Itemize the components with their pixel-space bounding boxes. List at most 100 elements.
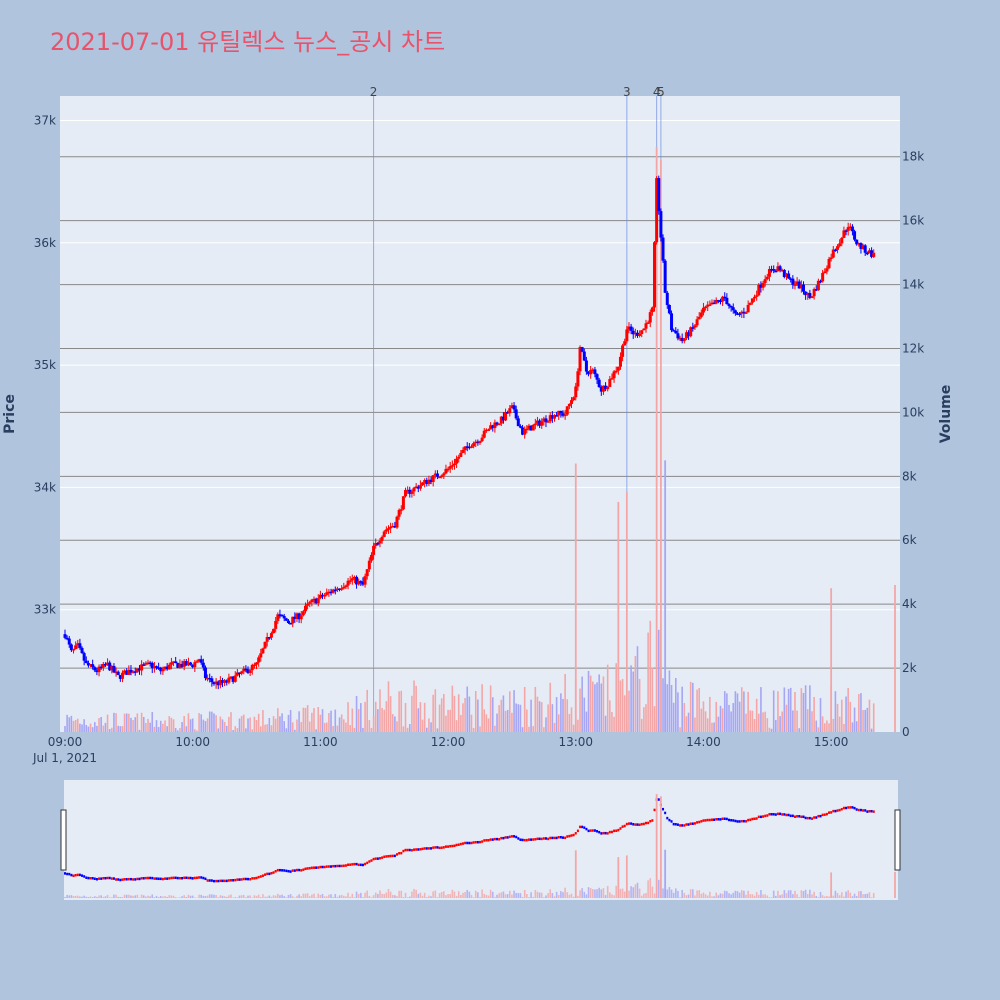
volume-bar xyxy=(104,722,107,732)
preview-candle xyxy=(342,864,345,868)
preview-volume-bar xyxy=(279,895,281,898)
preview-candle xyxy=(591,829,594,832)
preview-volume-bar xyxy=(353,897,356,898)
preview-candle xyxy=(564,836,567,840)
volume-bar xyxy=(466,686,469,732)
preview-candle xyxy=(566,835,569,838)
volume-bar xyxy=(319,714,322,732)
preview-volume-bar xyxy=(166,896,168,898)
preview-candle xyxy=(776,812,779,816)
preview-volume-bar xyxy=(464,891,466,898)
volume-bar xyxy=(623,695,626,732)
preview-volume-bar xyxy=(709,891,711,898)
preview-candle xyxy=(191,877,194,880)
range-slider-right-handle[interactable] xyxy=(894,809,901,871)
preview-volume-spike xyxy=(659,796,662,898)
preview-volume-bar xyxy=(553,896,556,898)
preview-volume-bar xyxy=(817,897,820,898)
preview-candle xyxy=(619,827,622,830)
preview-volume-bar xyxy=(755,892,758,898)
candle-body xyxy=(408,489,412,494)
volume-bar xyxy=(413,680,415,732)
candle-body xyxy=(738,313,742,315)
candle-body xyxy=(174,661,178,664)
preview-candle xyxy=(253,877,256,880)
range-slider-left-handle[interactable] xyxy=(60,809,67,871)
preview-volume-bar xyxy=(457,891,460,898)
preview-volume-bar xyxy=(651,886,654,898)
preview-candle xyxy=(574,832,577,835)
preview-candle xyxy=(666,816,669,820)
candle-body xyxy=(663,260,667,293)
candle-body xyxy=(678,337,682,340)
candle-body xyxy=(710,302,714,305)
candle-body xyxy=(765,276,769,280)
preview-volume-bar xyxy=(798,897,801,898)
candle-body xyxy=(142,664,146,666)
preview-candle xyxy=(313,866,315,869)
volume-bar xyxy=(366,689,369,732)
volume-bar xyxy=(726,693,728,732)
candle-body xyxy=(684,332,688,339)
preview-candle xyxy=(98,877,101,880)
candle-body xyxy=(295,613,299,619)
candle-body xyxy=(565,406,569,415)
volume-bar xyxy=(606,664,609,732)
preview-volume-bar xyxy=(306,893,309,898)
preview-candle xyxy=(268,872,271,876)
candle-body xyxy=(442,473,446,476)
preview-volume-bar xyxy=(308,896,311,898)
preview-volume-bar xyxy=(91,897,94,898)
volume-bar xyxy=(802,692,805,732)
candle-body xyxy=(393,526,397,528)
preview-candle xyxy=(104,876,107,880)
volume-bar xyxy=(406,727,409,732)
volume-bar xyxy=(347,702,349,732)
candle-body xyxy=(797,281,801,289)
preview-volume-bar xyxy=(583,891,586,898)
preview-volume-bar xyxy=(540,892,543,898)
volume-bar xyxy=(630,665,632,732)
candle-body xyxy=(836,246,840,250)
preview-candle xyxy=(787,813,790,817)
preview-volume-bar xyxy=(489,889,492,898)
candle-body xyxy=(819,280,823,283)
preview-volume-bar xyxy=(313,893,315,898)
preview-candle xyxy=(391,854,394,858)
volume-bar xyxy=(398,691,400,732)
volume-tick-label: 18k xyxy=(902,150,924,164)
preview-volume-bar xyxy=(783,890,786,898)
volume-spike-bar xyxy=(830,588,833,732)
range-slider-bg[interactable] xyxy=(64,780,898,900)
candle-body xyxy=(129,669,133,673)
volume-bar xyxy=(470,714,473,732)
volume-bar xyxy=(619,680,622,732)
preview-volume-bar xyxy=(668,887,671,898)
volume-bar xyxy=(515,703,517,732)
price-tick-label: 37k xyxy=(34,113,56,127)
volume-bar xyxy=(187,713,190,732)
volume-bar xyxy=(562,698,564,732)
preview-candle xyxy=(634,823,637,826)
volume-bar xyxy=(753,718,756,732)
preview-volume-bar xyxy=(862,894,864,898)
preview-volume-bar xyxy=(549,889,552,898)
preview-candle xyxy=(596,830,599,833)
preview-candle xyxy=(772,813,775,816)
preview-candle xyxy=(168,877,171,880)
preview-candle xyxy=(351,863,354,866)
volume-bar xyxy=(300,722,303,732)
volume-bar xyxy=(596,682,598,732)
preview-volume-bar xyxy=(687,894,690,898)
candle-body xyxy=(250,664,254,671)
volume-bar xyxy=(764,711,766,732)
preview-volume-bar xyxy=(628,890,630,898)
preview-candle xyxy=(625,822,628,826)
volume-bar xyxy=(268,717,271,732)
candle-body xyxy=(469,446,473,448)
preview-candle xyxy=(221,879,224,883)
candle-body xyxy=(199,659,203,663)
preview-candle xyxy=(259,875,262,878)
volume-bar xyxy=(370,727,373,732)
preview-volume-bar xyxy=(128,894,130,898)
